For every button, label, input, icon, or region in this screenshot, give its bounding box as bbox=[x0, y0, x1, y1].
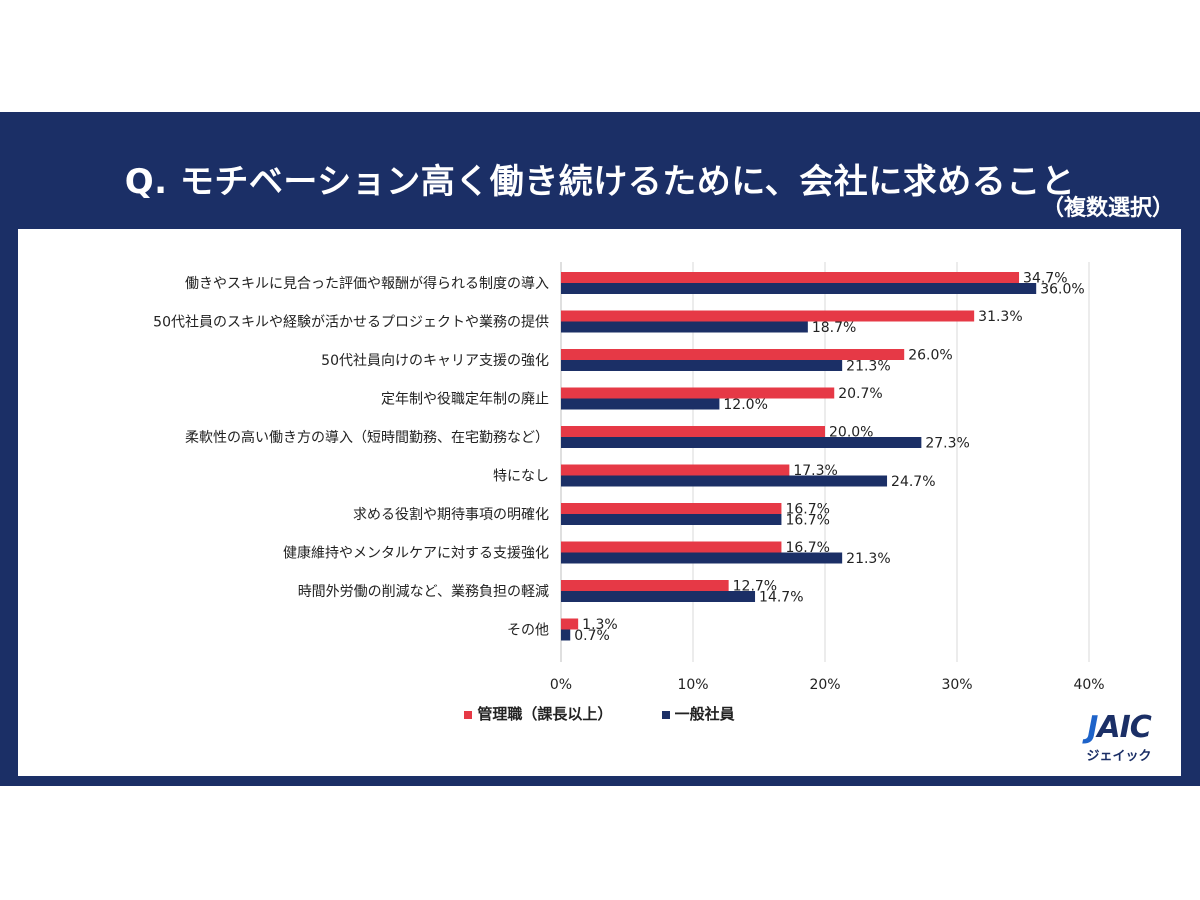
data-label-general: 12.0% bbox=[723, 397, 767, 413]
category-label: 50代社員のスキルや経験が活かせるプロジェクトや業務の提供 bbox=[153, 315, 549, 331]
chart-title: Q. モチベーション高く働き続けるために、会社に求めること bbox=[124, 162, 1076, 202]
data-label-manager: 20.0% bbox=[829, 425, 873, 441]
x-tick-label: 0% bbox=[550, 677, 572, 693]
category-label: 時間外労働の削減など、業務負担の軽減 bbox=[298, 583, 549, 600]
category-label: 定年制や役職定年制の廃止 bbox=[381, 391, 549, 408]
data-label-manager: 31.3% bbox=[978, 309, 1022, 325]
data-label-general: 14.7% bbox=[759, 590, 803, 606]
bar-manager bbox=[561, 503, 782, 514]
data-label-manager: 20.7% bbox=[838, 386, 882, 402]
bar-general bbox=[561, 321, 808, 333]
data-label-manager: 34.7% bbox=[1023, 271, 1067, 287]
legend-label-general: 一般社員 bbox=[674, 705, 735, 723]
data-label-general: 36.0% bbox=[1040, 282, 1084, 298]
data-label-manager: 26.0% bbox=[908, 348, 952, 364]
data-label-general: 27.3% bbox=[925, 436, 969, 452]
bar-general bbox=[561, 514, 782, 525]
bar-general bbox=[561, 629, 571, 641]
data-label-general: 18.7% bbox=[812, 320, 856, 336]
category-label: 健康維持やメンタルケアに対する支援強化 bbox=[283, 545, 549, 562]
slide-background: Q. モチベーション高く働き続けるために、会社に求めること （複数選択） 働きや… bbox=[0, 112, 1200, 786]
x-tick-label: 20% bbox=[809, 677, 840, 693]
data-label-general: 16.7% bbox=[785, 513, 829, 529]
category-label: 求める役割や期待事項の明確化 bbox=[353, 506, 549, 523]
bar-general bbox=[561, 475, 888, 487]
bar-manager bbox=[561, 464, 790, 476]
data-label-general: 21.3% bbox=[846, 551, 890, 567]
bar-general bbox=[561, 591, 756, 602]
x-tick-label: 30% bbox=[941, 677, 972, 693]
bar-manager bbox=[561, 618, 579, 630]
category-label: 50代社員向けのキャリア支援の強化 bbox=[321, 353, 549, 369]
bar-manager bbox=[561, 349, 905, 360]
bar-general bbox=[561, 552, 843, 564]
data-label-general: 24.7% bbox=[891, 474, 935, 490]
category-label: 働きやスキルに見合った評価や報酬が得られる制度の導入 bbox=[185, 275, 549, 292]
data-label-general: 21.3% bbox=[846, 359, 890, 375]
bar-general bbox=[561, 437, 922, 448]
legend-label-manager: 管理職（課長以上） bbox=[477, 705, 613, 723]
jaic-logo: JAIC ジェイック bbox=[1075, 710, 1163, 765]
logo-mark: JAIC bbox=[1087, 710, 1152, 745]
bar-general bbox=[561, 360, 843, 371]
category-label: 柔軟性の高い働き方の導入（短時間勤務、在宅勤務など） bbox=[185, 429, 549, 446]
data-labels: 34.7%36.0% 31.3% 18.7% 26.0% 21.3% 20.7% 12.0%… bbox=[574, 271, 1084, 645]
legend-item-general: 一般社員 bbox=[661, 703, 735, 724]
category-labels: 働きやスキルに見合った評価や報酬が得られる制度の導入 50代社員のスキルや経験が活… bbox=[153, 275, 549, 639]
legend-item-manager: 管理職（課長以上） bbox=[464, 703, 612, 724]
data-label-manager: 17.3% bbox=[793, 463, 837, 479]
category-label: 特になし bbox=[493, 469, 549, 485]
legend: 管理職（課長以上） 一般社員 bbox=[18, 703, 1181, 724]
data-label-manager: 1.3% bbox=[582, 617, 618, 633]
data-label-manager: 12.7% bbox=[733, 579, 777, 595]
bar-chart: 働きやスキルに見合った評価や報酬が得られる制度の導入 50代社員のスキルや経験が活… bbox=[153, 262, 1105, 693]
bar-manager bbox=[561, 541, 782, 553]
bar-manager bbox=[561, 272, 1020, 283]
bar-manager bbox=[561, 580, 729, 591]
data-label-manager: 16.7% bbox=[785, 540, 829, 556]
chart-subtitle: （複数選択） bbox=[1041, 196, 1174, 221]
logo-subtext: ジェイック bbox=[1086, 749, 1152, 764]
x-tick-label: 40% bbox=[1073, 677, 1104, 693]
category-label: その他 bbox=[507, 623, 549, 639]
bar-manager bbox=[561, 387, 835, 399]
bar-general bbox=[561, 398, 720, 410]
legend-swatch-general bbox=[661, 710, 670, 719]
data-label-general: 0.7% bbox=[574, 628, 610, 644]
data-label-manager: 16.7% bbox=[785, 502, 829, 518]
bars bbox=[561, 272, 1037, 641]
bar-manager bbox=[561, 310, 975, 322]
bar-general bbox=[561, 283, 1037, 294]
x-tick-label: 10% bbox=[677, 677, 708, 693]
bar-manager bbox=[561, 426, 825, 437]
chart-panel: 働きやスキルに見合った評価や報酬が得られる制度の導入 50代社員のスキルや経験が活… bbox=[18, 229, 1181, 776]
legend-swatch-manager bbox=[464, 710, 473, 719]
x-tick-labels: 0% 10% 20% 30% 40% bbox=[550, 677, 1105, 693]
